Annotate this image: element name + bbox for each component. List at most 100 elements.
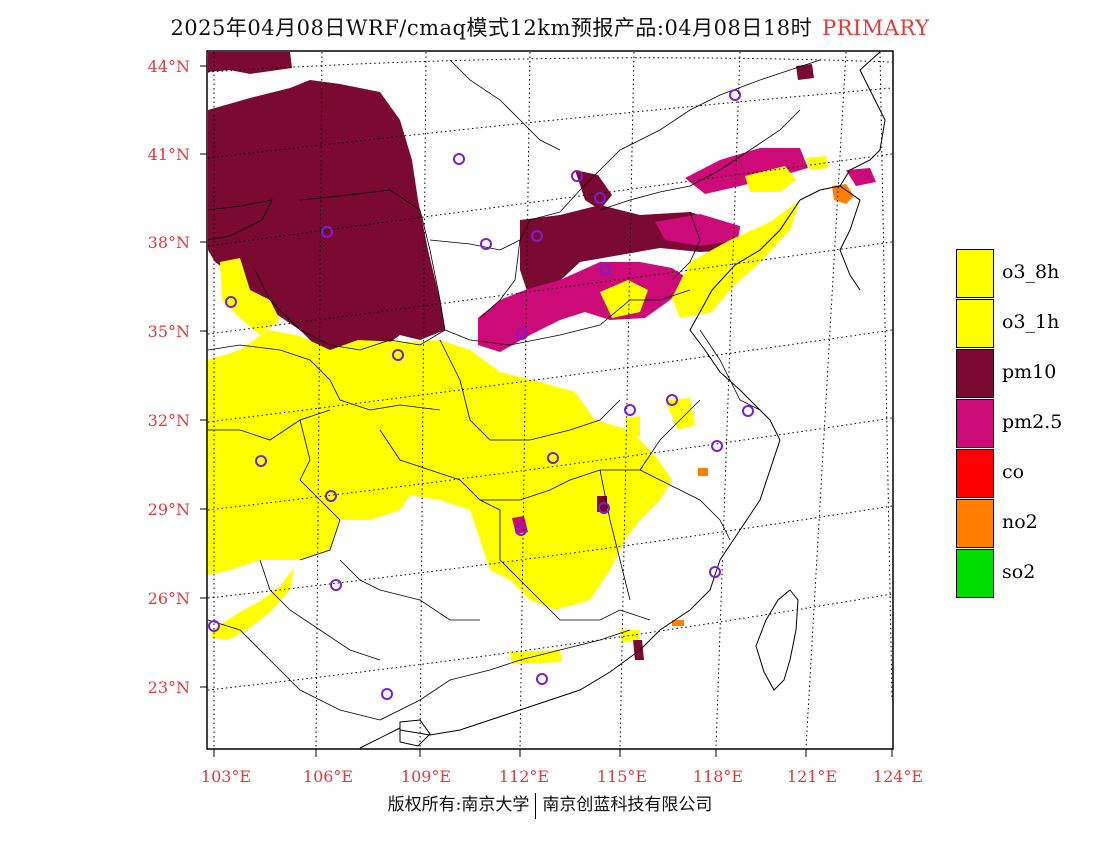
- legend-item-co: co: [956, 449, 1096, 499]
- copyright-company: 南京创蓝科技有限公司: [542, 795, 713, 815]
- lon-label: 115°E: [597, 767, 647, 786]
- legend-item-so2: so2: [956, 549, 1096, 599]
- map-frame: [206, 50, 894, 750]
- lon-label: 106°E: [303, 767, 353, 786]
- legend-label: co: [1002, 461, 1025, 483]
- pm10-region-northwest: [208, 80, 445, 390]
- footer-separator: [535, 792, 537, 819]
- legend: o3_8h o3_1h pm10 pm2.5 co no2 so2: [956, 249, 1096, 599]
- station-markers: [208, 89, 754, 700]
- o3-region-shandong: [672, 200, 800, 318]
- pm10-region-beijing: [575, 170, 612, 210]
- copyright-footer: 版权所有:南京大学 南京创蓝科技有限公司: [0, 790, 1100, 819]
- hainan-outline: [399, 719, 431, 747]
- legend-swatch: [956, 299, 994, 348]
- station-marker: [453, 153, 465, 165]
- legend-swatch: [956, 249, 994, 298]
- latitude-labels: 44°N 41°N 38°N 35°N 32°N 29°N 26°N 23°N: [148, 57, 190, 697]
- lat-label: 32°N: [148, 411, 190, 430]
- o3-region-fj: [620, 630, 640, 642]
- lat-label: 29°N: [148, 500, 190, 519]
- no2-patch-dalian: [832, 184, 854, 204]
- legend-label: o3_8h: [1002, 261, 1060, 283]
- legend-swatch: [956, 449, 994, 498]
- station-marker: [547, 452, 559, 464]
- station-marker: [225, 296, 237, 308]
- o3-region-sw-strip: [212, 568, 294, 640]
- station-marker: [711, 440, 723, 452]
- no2-patch-fujian: [672, 620, 684, 626]
- province-boundaries: [207, 59, 821, 721]
- station-marker: [599, 264, 611, 276]
- legend-item-o3-8h: o3_8h: [956, 249, 1096, 299]
- legend-item-pm10: pm10: [956, 349, 1096, 399]
- pm25-region-central: [478, 262, 690, 352]
- pollutant-fields: [208, 52, 876, 664]
- lat-label: 41°N: [148, 145, 190, 164]
- legend-label: so2: [1002, 561, 1036, 583]
- station-marker: [536, 673, 548, 685]
- taiwan-outline: [755, 589, 799, 691]
- legend-swatch: [956, 499, 994, 548]
- station-marker: [381, 688, 393, 700]
- lon-label: 103°E: [201, 767, 251, 786]
- station-marker: [515, 524, 527, 536]
- lat-ticks: [200, 65, 207, 688]
- lat-label: 44°N: [148, 57, 190, 76]
- station-marker: [321, 226, 333, 238]
- o3-region-east-small: [625, 416, 640, 438]
- lat-label: 26°N: [148, 589, 190, 608]
- legend-label: o3_1h: [1002, 311, 1060, 333]
- station-marker: [709, 566, 721, 578]
- lat-label: 23°N: [148, 678, 190, 697]
- station-marker: [598, 502, 610, 514]
- lon-label: 118°E: [693, 767, 743, 786]
- station-marker: [666, 394, 678, 406]
- pm25-region-northeast: [685, 148, 808, 194]
- legend-label: no2: [1002, 511, 1038, 533]
- copyright-owner: 版权所有:南京大学: [387, 795, 530, 815]
- primary-tag: PRIMARY: [822, 16, 930, 40]
- lat-label: 35°N: [148, 322, 190, 341]
- lon-label: 121°E: [787, 767, 837, 786]
- station-marker: [480, 238, 492, 250]
- pm10-patch-guangdong: [633, 640, 644, 660]
- legend-swatch: [956, 349, 994, 398]
- station-marker: [516, 328, 528, 340]
- o3-region-henan: [600, 280, 648, 318]
- o3-region-ne-small: [806, 156, 828, 170]
- station-marker: [330, 579, 342, 591]
- station-marker: [571, 170, 583, 182]
- o3-region-jiangsu: [665, 398, 695, 430]
- pm25-region-liaodong: [846, 168, 876, 186]
- o3-region-liaoning: [745, 166, 796, 192]
- coastline: [359, 51, 886, 749]
- station-marker: [624, 404, 636, 416]
- pm25-region-hebei: [655, 214, 740, 246]
- o3-region-west-patch: [220, 258, 280, 335]
- map-title: 2025年04月08日WRF/cmaq模式12km预报产品:04月08日18时 P…: [0, 12, 1100, 42]
- station-marker: [208, 620, 220, 632]
- pm10-patch-liaoning: [796, 64, 814, 80]
- station-marker: [594, 192, 606, 204]
- pm10-region-top: [208, 52, 292, 74]
- station-marker: [392, 349, 404, 361]
- longitude-labels: 103°E 106°E 109°E 112°E 115°E 118°E 121°…: [201, 767, 923, 786]
- map-title-text: 2025年04月08日WRF/cmaq模式12km预报产品:04月08日18时: [170, 16, 813, 40]
- station-marker: [729, 89, 741, 101]
- legend-item-no2: no2: [956, 499, 1096, 549]
- lon-label: 109°E: [401, 767, 451, 786]
- legend-item-o3-1h: o3_1h: [956, 299, 1096, 349]
- lon-ticks: [213, 749, 893, 757]
- no2-patch-zhejiang: [698, 468, 708, 476]
- legend-swatch: [956, 399, 994, 448]
- o3-region-southwest: [208, 330, 672, 610]
- o3-region-guangdong: [510, 650, 562, 664]
- station-marker: [325, 490, 337, 502]
- station-marker: [742, 405, 754, 417]
- lat-label: 38°N: [148, 233, 190, 252]
- station-marker: [531, 230, 543, 242]
- legend-item-pm25: pm2.5: [956, 399, 1096, 449]
- legend-label: pm10: [1002, 361, 1057, 383]
